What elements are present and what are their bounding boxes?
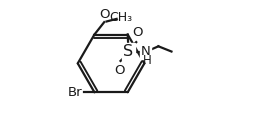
Text: Br: Br — [68, 86, 83, 99]
Text: H: H — [143, 53, 152, 67]
Text: N: N — [140, 45, 150, 58]
Text: S: S — [123, 44, 133, 59]
Text: O: O — [114, 64, 125, 77]
Text: O: O — [132, 26, 143, 39]
Text: O: O — [99, 8, 109, 21]
Text: CH₃: CH₃ — [109, 11, 132, 24]
